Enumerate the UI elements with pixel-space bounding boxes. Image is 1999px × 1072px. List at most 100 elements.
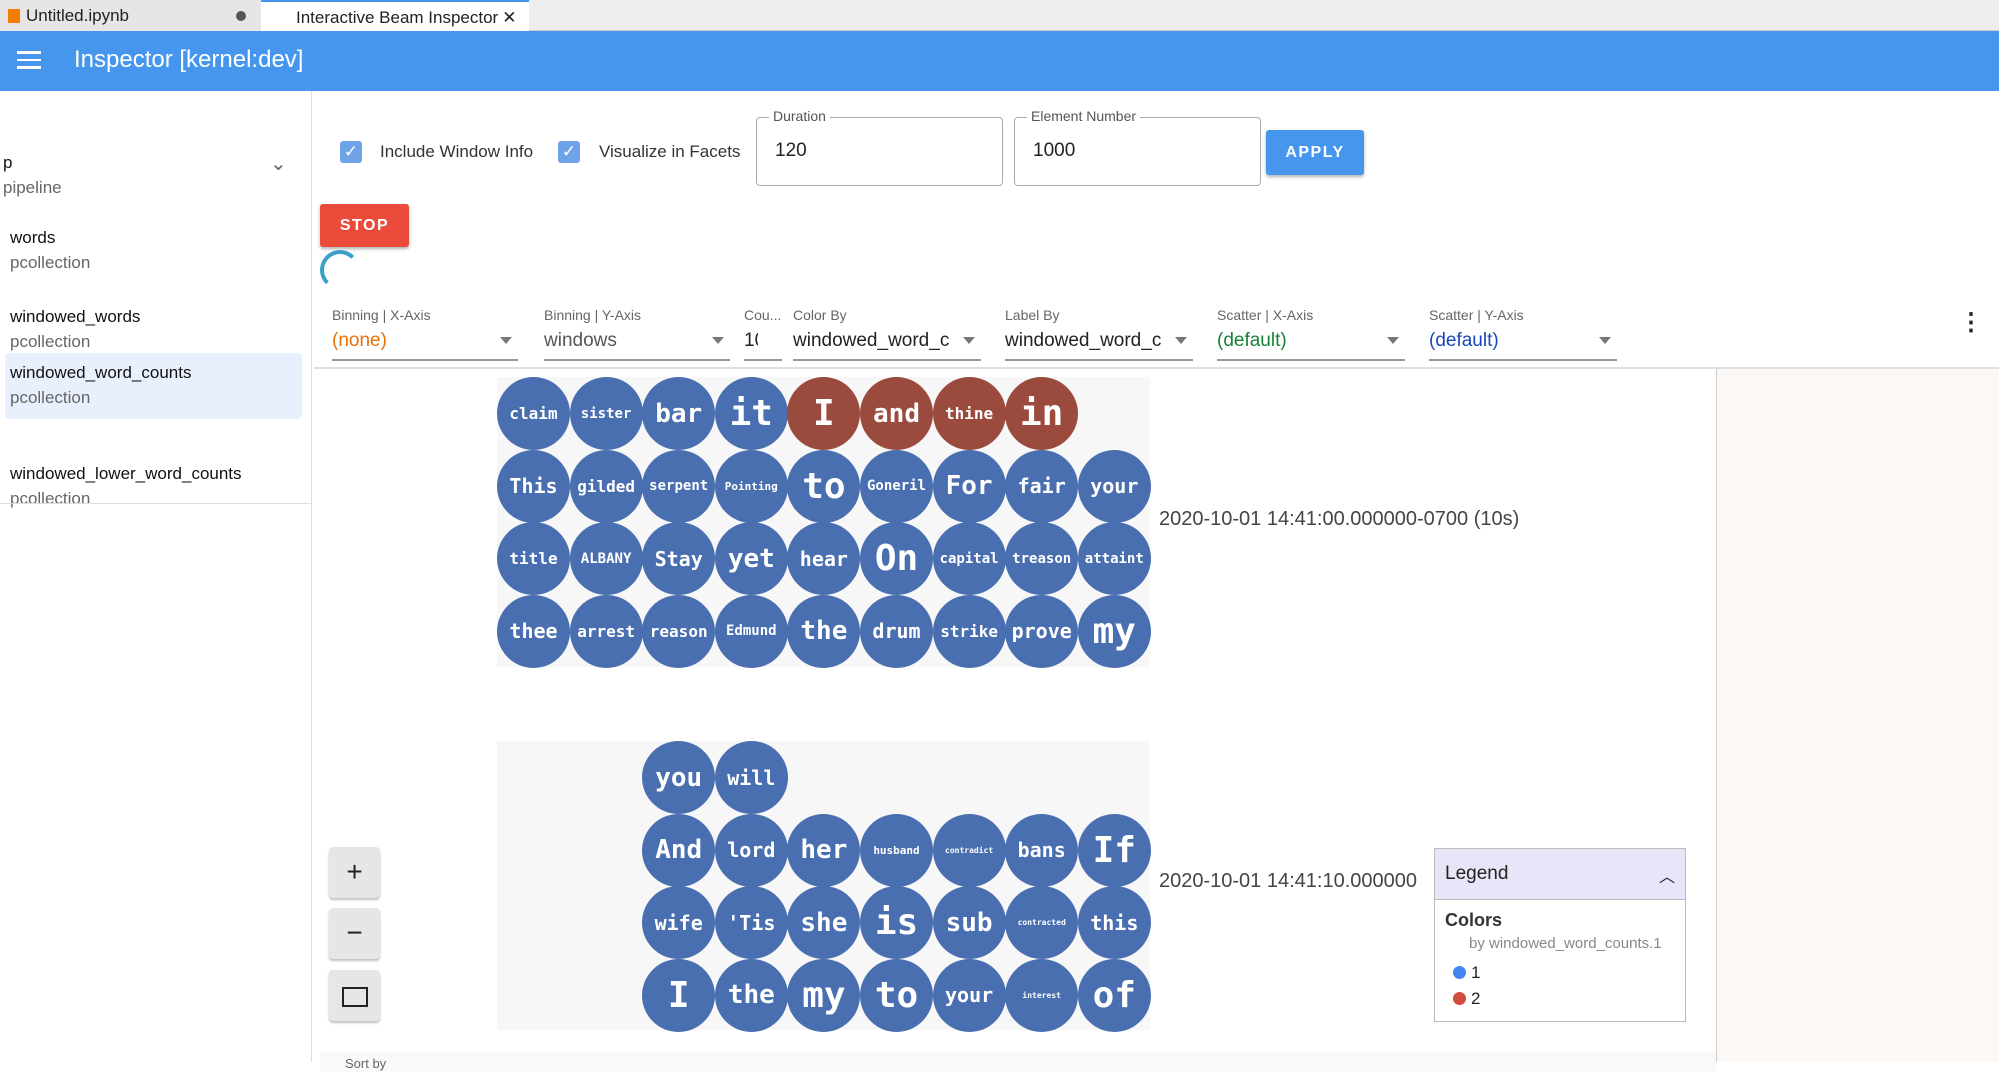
word-bubble[interactable]: interest: [1005, 958, 1079, 1032]
close-icon[interactable]: ✕: [502, 8, 517, 27]
word-bubble[interactable]: bans: [1005, 813, 1079, 887]
word-bubble[interactable]: title: [497, 522, 570, 596]
sidebar-item-words[interactable]: words pcollection: [10, 228, 91, 272]
dropdown-arrow-icon: [1387, 337, 1399, 344]
word-bubble[interactable]: arrest: [569, 594, 643, 668]
facets-control-label-by[interactable]: Label By windowed_word_c: [1005, 305, 1193, 361]
word-bubble[interactable]: Pointing: [714, 449, 788, 523]
zoom-in-button[interactable]: +: [329, 847, 380, 898]
word-bubble[interactable]: capital: [932, 522, 1006, 596]
word-bubble[interactable]: I: [787, 377, 861, 450]
word-bubble[interactable]: I: [642, 958, 716, 1032]
color-swatch-icon: [1453, 992, 1466, 1005]
tab-untitled-notebook[interactable]: Untitled.ipynb: [0, 0, 261, 31]
sidebar-item-windowed-lower-word-counts[interactable]: windowed_lower_word_counts pcollection: [10, 464, 242, 508]
facets-control-binning-x-axis[interactable]: Binning | X-Axis (none): [332, 305, 518, 361]
stop-button[interactable]: STOP: [320, 204, 409, 247]
word-bubble[interactable]: attaint: [1077, 522, 1151, 596]
word-bubble[interactable]: the: [787, 594, 861, 668]
word-bubble[interactable]: wife: [642, 886, 716, 960]
duration-field[interactable]: Duration 120: [756, 108, 1003, 186]
tab-interactive-beam-inspector[interactable]: Interactive Beam Inspector ✕: [261, 0, 529, 31]
word-bubble[interactable]: lord: [714, 813, 788, 887]
word-bubble[interactable]: ALBANY: [569, 522, 643, 596]
word-bubble[interactable]: And: [642, 813, 716, 887]
word-bubble[interactable]: On: [860, 522, 933, 596]
element-number-field[interactable]: Element Number 1000: [1014, 108, 1261, 186]
dropdown-arrow-icon: [1175, 337, 1187, 344]
word-bubble[interactable]: thee: [497, 594, 570, 668]
word-bubble[interactable]: For: [932, 449, 1006, 523]
word-bubble[interactable]: sub: [932, 886, 1006, 960]
word-bubble[interactable]: husband: [860, 813, 933, 887]
word-bubble[interactable]: This: [497, 449, 570, 523]
word-bubble[interactable]: sister: [569, 377, 643, 450]
facets-control-color-by[interactable]: Color By windowed_word_c: [793, 305, 981, 361]
word-bubble[interactable]: thine: [932, 377, 1006, 450]
side-panel: [1716, 369, 1999, 1062]
legend-header[interactable]: Legend ︿: [1435, 849, 1685, 900]
word-bubble[interactable]: yet: [714, 522, 788, 596]
word-bubble[interactable]: my: [1077, 594, 1151, 668]
word-bubble[interactable]: Goneril: [860, 449, 933, 523]
word-bubble[interactable]: it: [714, 377, 788, 450]
page-title: Inspector [kernel:dev]: [74, 46, 304, 73]
visualize-in-facets-checkbox[interactable]: ✓: [558, 141, 580, 163]
word-bubble[interactable]: drum: [860, 594, 933, 668]
word-bubble[interactable]: Edmund: [714, 594, 788, 668]
sidebar-item-pipeline[interactable]: p pipeline ⌄: [3, 153, 287, 197]
word-bubble[interactable]: to: [860, 958, 933, 1032]
legend-entry: 1: [1453, 960, 1667, 986]
color-swatch-icon: [1453, 966, 1466, 979]
sort-bar: Sort by: [320, 1052, 1716, 1072]
word-bubble[interactable]: this: [1077, 886, 1151, 960]
word-bubble[interactable]: contracted: [1005, 886, 1079, 960]
word-bubble[interactable]: and: [860, 377, 933, 450]
word-bubble[interactable]: your: [1077, 449, 1151, 523]
dropdown-arrow-icon: [500, 337, 512, 344]
facets-control-scatter-y-axis[interactable]: Scatter | Y-Axis (default): [1429, 305, 1617, 361]
word-bubble[interactable]: in: [1005, 377, 1079, 450]
word-bubble[interactable]: If: [1077, 813, 1151, 887]
word-bubble[interactable]: hear: [787, 522, 861, 596]
include-window-info-checkbox[interactable]: ✓: [340, 141, 362, 163]
word-bubble[interactable]: will: [714, 741, 788, 814]
sidebar-item-windowed-word-counts[interactable]: windowed_word_counts pcollection: [5, 353, 302, 419]
word-bubble[interactable]: strike: [932, 594, 1006, 668]
word-bubble[interactable]: treason: [1005, 522, 1079, 596]
word-bubble[interactable]: your: [932, 958, 1006, 1032]
apply-button[interactable]: APPLY: [1266, 130, 1364, 175]
word-bubble[interactable]: bar: [642, 377, 716, 450]
word-bubble[interactable]: to: [787, 449, 861, 523]
word-bubble[interactable]: contradict: [932, 813, 1006, 887]
facet-row-label: 2020-10-01 14:41:00.000000-0700 (10s): [1159, 508, 1520, 530]
zoom-out-button[interactable]: −: [329, 908, 380, 959]
facets-control-cou-[interactable]: Cou...10: [744, 305, 782, 361]
word-bubble[interactable]: 'Tis: [714, 886, 788, 960]
word-bubble[interactable]: prove: [1005, 594, 1079, 668]
word-bubble[interactable]: reason: [642, 594, 716, 668]
sidebar-item-windowed-words[interactable]: windowed_words pcollection: [10, 307, 141, 351]
word-bubble[interactable]: gilded: [569, 449, 643, 523]
chevron-up-icon[interactable]: ︿: [1658, 869, 1675, 886]
word-bubble[interactable]: her: [787, 813, 861, 887]
hamburger-menu-icon[interactable]: [17, 51, 41, 69]
word-bubble[interactable]: my: [787, 958, 861, 1032]
word-bubble[interactable]: Stay: [642, 522, 716, 596]
facets-control-binning-y-axis[interactable]: Binning | Y-Axis windows: [544, 305, 730, 361]
fit-to-screen-button[interactable]: [329, 970, 380, 1021]
facets-control-scatter-x-axis[interactable]: Scatter | X-Axis (default): [1217, 305, 1405, 361]
word-bubble[interactable]: claim: [497, 377, 570, 450]
word-bubble[interactable]: of: [1077, 958, 1151, 1032]
word-bubble[interactable]: she: [787, 886, 861, 960]
loading-spinner-icon: [320, 250, 360, 290]
word-bubble[interactable]: is: [860, 886, 933, 960]
more-options-icon[interactable]: ⋮: [1959, 309, 1983, 336]
chevron-down-icon[interactable]: ⌄: [270, 153, 287, 175]
word-bubble[interactable]: you: [642, 741, 716, 814]
modified-dot-icon: [236, 11, 246, 21]
word-bubble[interactable]: the: [714, 958, 788, 1032]
word-bubble[interactable]: fair: [1005, 449, 1079, 523]
word-bubble[interactable]: serpent: [642, 449, 716, 523]
